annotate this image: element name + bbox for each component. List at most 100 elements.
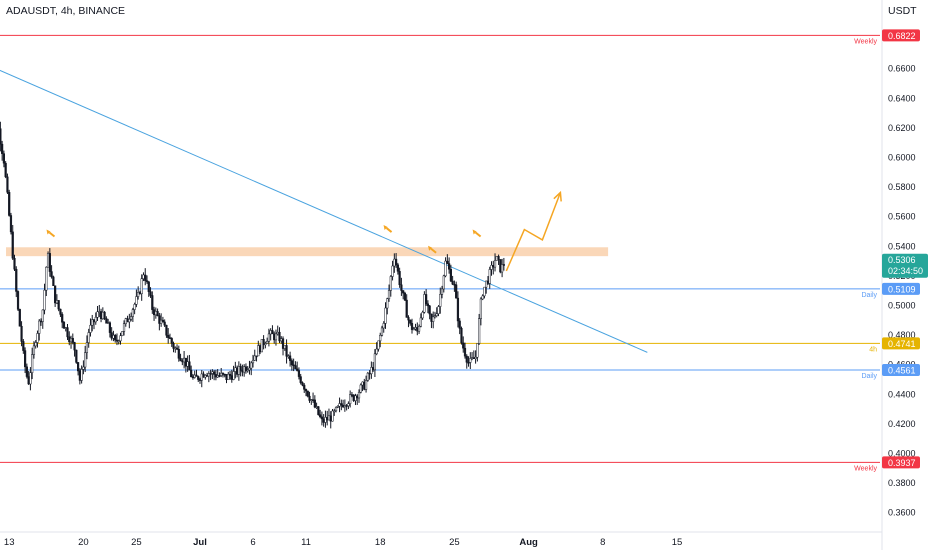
candle-body-187 — [317, 406, 320, 415]
candle-body-76 — [121, 331, 124, 336]
x-tick-label-3: Jul — [193, 537, 207, 548]
current-price-countdown: 02:34:50 — [888, 266, 923, 276]
candle-body-235 — [402, 290, 405, 294]
candle-body-190 — [322, 418, 325, 423]
candle-body-271 — [465, 355, 468, 363]
candle-body-227 — [387, 290, 391, 299]
candle-body-29 — [38, 320, 41, 334]
candle-body-209 — [356, 395, 359, 399]
candle-body-224 — [382, 323, 385, 329]
candle-body-106 — [174, 347, 177, 350]
candle-body-116 — [191, 376, 195, 379]
x-tick-label-4: 6 — [250, 537, 255, 548]
candle-body-225 — [384, 307, 387, 324]
level-tag-3: Daily — [861, 373, 877, 380]
candle-body-261 — [448, 263, 451, 270]
candle-body-285 — [490, 264, 493, 270]
candle-body-202 — [343, 405, 346, 408]
candle-body-129 — [214, 374, 218, 378]
trendline — [0, 69, 648, 353]
candle-body-44 — [64, 327, 67, 329]
candle-body-104 — [170, 338, 173, 344]
touch-marker-stroke-0 — [48, 231, 56, 238]
projection-arrowhead — [553, 190, 562, 202]
candle-body-102 — [167, 335, 170, 338]
candle-body-161 — [271, 330, 274, 335]
x-tick-label-8: Aug — [519, 537, 538, 548]
candle-body-72 — [114, 334, 117, 341]
candle-body-273 — [469, 358, 472, 363]
candle-body-203 — [345, 405, 348, 407]
candle-body-10 — [4, 162, 7, 178]
candle-body-188 — [319, 414, 322, 418]
candle-body-77 — [122, 323, 126, 332]
touch-marker-0 — [46, 229, 51, 235]
candle-body-222 — [379, 335, 382, 342]
candle-body-56 — [85, 342, 89, 353]
candle-body-22 — [25, 366, 28, 377]
candle-body-139 — [232, 371, 235, 380]
level-badge-label-2: 0.4741 — [888, 339, 916, 349]
candle-body-254 — [435, 313, 438, 316]
candle-body-20 — [22, 341, 25, 351]
candle-body-151 — [253, 355, 256, 361]
candle-body-275 — [472, 357, 475, 360]
y-tick-label: 0.6400 — [888, 93, 916, 103]
candle-body-201 — [342, 404, 345, 408]
candle-body-138 — [230, 375, 233, 380]
candle-body-31 — [41, 309, 44, 322]
touch-marker-stroke-2 — [430, 247, 437, 254]
candle-body-149 — [250, 362, 253, 369]
candle-body-50 — [75, 349, 78, 363]
candle-body-93 — [151, 295, 154, 310]
candle-body-90 — [145, 280, 149, 283]
candle-body-146 — [244, 366, 248, 372]
candle-body-74 — [117, 340, 120, 343]
candle-body-219 — [373, 353, 376, 371]
candle-body-75 — [119, 335, 122, 342]
level-badge-0 — [882, 29, 920, 42]
candle-body-244 — [417, 326, 421, 332]
candle-body-150 — [251, 359, 255, 364]
x-tick-label-9: 8 — [600, 537, 605, 548]
candle-body-200 — [340, 403, 343, 406]
candle-body-226 — [386, 298, 389, 309]
candle-body-95 — [154, 311, 157, 316]
candle-body-137 — [228, 373, 232, 376]
candle-body-156 — [262, 339, 265, 346]
candle-body-8 — [1, 143, 4, 154]
y-tick-label: 0.6200 — [888, 123, 916, 133]
candle-body-65 — [101, 311, 104, 319]
candle-body-134 — [223, 373, 226, 376]
candle-body-52 — [78, 370, 81, 381]
candle-body-234 — [400, 284, 403, 291]
candle-body-61 — [94, 317, 97, 323]
candle-body-112 — [184, 357, 187, 367]
candle-body-68 — [107, 322, 110, 324]
candle-body-110 — [181, 360, 184, 363]
candle-body-140 — [234, 367, 237, 372]
candle-body-288 — [495, 256, 498, 261]
candle-body-177 — [299, 376, 302, 383]
candle-body-168 — [283, 345, 286, 349]
candle-body-243 — [416, 327, 419, 332]
candle-body-221 — [377, 340, 380, 350]
candle-body-96 — [156, 311, 159, 316]
candle-body-199 — [338, 403, 341, 407]
candle-body-208 — [354, 395, 357, 401]
candle-body-79 — [126, 318, 129, 323]
candle-body-36 — [50, 271, 53, 278]
candle-body-71 — [112, 334, 115, 339]
candle-body-119 — [197, 376, 200, 380]
candle-body-133 — [221, 372, 225, 375]
candle-body-197 — [334, 406, 338, 412]
candle-body-173 — [292, 364, 295, 367]
candle-body-281 — [483, 286, 486, 297]
candle-body-238 — [407, 317, 410, 321]
candle-body-242 — [414, 327, 417, 330]
candle-body-84 — [135, 296, 138, 305]
candle-body-183 — [310, 399, 313, 401]
candle-body-237 — [405, 299, 408, 318]
candle-body-247 — [423, 294, 426, 313]
